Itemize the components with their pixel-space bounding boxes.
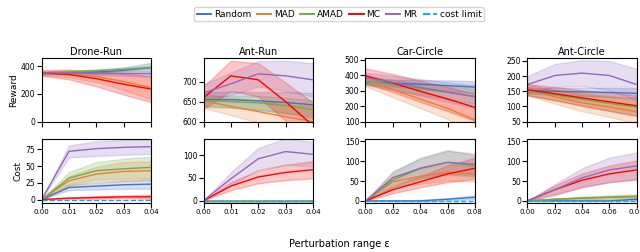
Y-axis label: Cost: Cost (14, 161, 23, 181)
Title: Car-Circle: Car-Circle (397, 47, 444, 57)
Title: Ant-Circle: Ant-Circle (558, 47, 606, 57)
Legend: Random, MAD, AMAD, MC, MR, cost limit: Random, MAD, AMAD, MC, MR, cost limit (194, 7, 484, 21)
Title: Drone-Run: Drone-Run (70, 47, 122, 57)
Y-axis label: Reward: Reward (9, 73, 18, 107)
Title: Ant-Run: Ant-Run (239, 47, 278, 57)
Text: Perturbation range ε: Perturbation range ε (289, 239, 390, 249)
